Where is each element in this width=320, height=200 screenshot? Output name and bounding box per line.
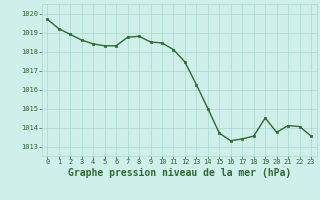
X-axis label: Graphe pression niveau de la mer (hPa): Graphe pression niveau de la mer (hPa) — [68, 168, 291, 178]
